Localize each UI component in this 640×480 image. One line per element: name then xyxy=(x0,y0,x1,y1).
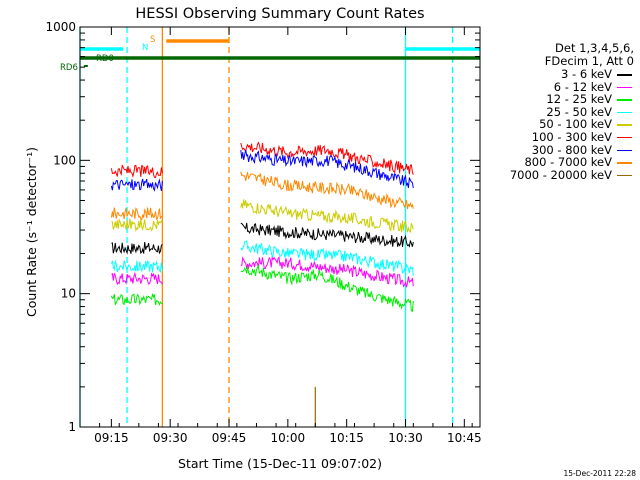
series-trace xyxy=(240,222,414,248)
state-flags: NS RD0 RD6 xyxy=(60,35,480,73)
legend-swatch xyxy=(617,99,632,101)
x-tick-label: 10:30 xyxy=(388,431,423,445)
legend-item: 25 - 50 keV xyxy=(488,106,634,119)
series-2 xyxy=(110,264,414,313)
x-tick-label: 10:00 xyxy=(271,431,306,445)
y-tick-label: 1000 xyxy=(45,20,76,34)
flag-label: RD0 xyxy=(96,54,114,64)
x-tick-label: 10:15 xyxy=(329,431,364,445)
series-trace xyxy=(110,259,163,274)
legend-swatch xyxy=(617,162,632,164)
legend-swatch xyxy=(617,111,632,114)
x-tick-label: 09:15 xyxy=(94,431,129,445)
legend-item: 300 - 800 keV xyxy=(488,142,634,157)
legend-swatch xyxy=(617,124,632,126)
legend-rows: 3 - 6 keV 6 - 12 keV 12 - 25 keV 25 - 50 ke… xyxy=(488,68,634,181)
series-trace xyxy=(240,240,414,276)
series-trace xyxy=(240,141,414,175)
x-tick-label: 10:45 xyxy=(447,431,482,445)
series-4 xyxy=(111,199,414,234)
plot-frame xyxy=(79,26,481,428)
series-trace xyxy=(110,164,163,179)
series-3 xyxy=(110,240,414,276)
chart-title: HESSI Observing Summary Count Rates xyxy=(135,6,424,22)
y-axis-label: Count Rate (s⁻¹ detector⁻¹) xyxy=(24,147,39,317)
y-tick-label: 100 xyxy=(53,153,76,167)
legend-item-label: 25 - 50 keV xyxy=(546,104,612,119)
x-tick-label: 09:30 xyxy=(153,431,188,445)
data-series xyxy=(110,141,414,427)
legend-swatch xyxy=(617,74,632,76)
legend-item: 800 - 7000 keV xyxy=(488,156,634,169)
flag-label: N xyxy=(142,43,148,53)
legend-swatch xyxy=(617,86,632,89)
series-7 xyxy=(110,171,414,221)
legend-item-label: 7000 - 20000 keV xyxy=(509,167,612,182)
series-1 xyxy=(111,255,414,288)
legend-item-label: 6 - 12 keV xyxy=(553,79,612,94)
legend-swatch xyxy=(617,136,632,139)
legend-swatch xyxy=(617,174,632,177)
x-tick-label: 09:45 xyxy=(212,431,247,445)
legend-item-label: 3 - 6 keV xyxy=(561,67,612,81)
series-5 xyxy=(110,141,414,179)
series-trace xyxy=(111,241,163,255)
legend-item: 6 - 12 keV xyxy=(488,79,634,94)
series-trace xyxy=(111,218,163,233)
axes: 09:15 09:30 09:45 10:00 10:15 10:30 10:45 1 10 10… xyxy=(45,20,481,445)
legend-item: 50 - 100 keV xyxy=(488,118,634,131)
series-trace xyxy=(110,207,163,221)
legend-item-label: 12 - 25 keV xyxy=(546,92,612,107)
series-0 xyxy=(111,222,414,255)
legend-item: 100 - 300 keV xyxy=(488,131,634,144)
series-trace xyxy=(240,264,414,313)
legend: Det 1,3,4,5,6, FDecim 1, Att 0 3 - 6 keV… xyxy=(488,42,634,181)
y-tick-label: 1 xyxy=(68,420,76,434)
series-trace xyxy=(240,171,414,210)
legend-swatch xyxy=(617,149,632,152)
legend-header-line-2: FDecim 1, Att 0 xyxy=(544,54,634,68)
flag-label: RD6 xyxy=(60,63,78,73)
flag-label: S xyxy=(150,35,155,45)
legend-item-label: 800 - 7000 keV xyxy=(524,155,612,170)
series-trace xyxy=(110,178,163,192)
legend-item: 7000 - 20000 keV xyxy=(488,169,634,182)
legend-item-label: 300 - 800 keV xyxy=(531,142,612,157)
x-axis-label: Start Time (15-Dec-11 09:07:02) xyxy=(178,456,382,471)
series-trace xyxy=(240,149,414,189)
legend-item-label: 50 - 100 keV xyxy=(539,117,612,132)
legend-item-label: 100 - 300 keV xyxy=(531,129,612,144)
series-trace xyxy=(110,293,163,307)
y-tick-label: 10 xyxy=(61,287,76,301)
series-trace xyxy=(240,199,414,234)
series-trace xyxy=(240,255,414,288)
series-6 xyxy=(110,149,414,192)
legend-header-line-1: Det 1,3,4,5,6, xyxy=(555,41,634,55)
series-trace xyxy=(111,271,163,286)
legend-item: 3 - 6 keV xyxy=(488,68,634,81)
legend-item: 12 - 25 keV xyxy=(488,93,634,106)
footer-date: 15-Dec-2011 22:28 xyxy=(563,469,636,478)
